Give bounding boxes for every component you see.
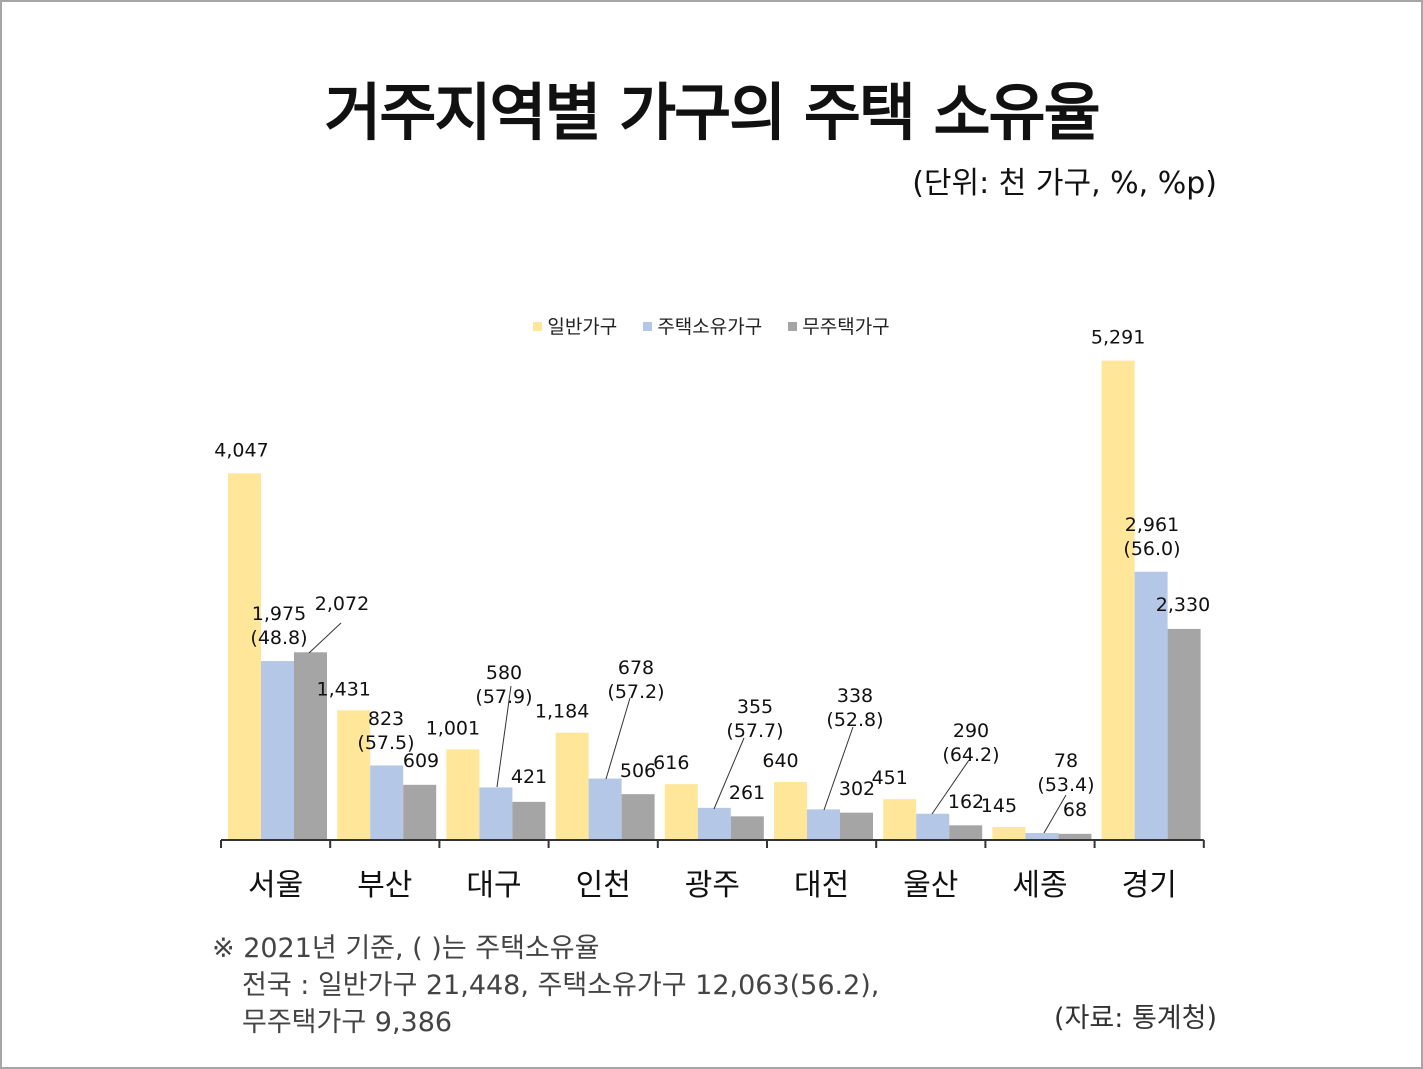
data-label-general-5: 640 [762, 750, 798, 772]
data-label-nonowner-6: 162 [948, 791, 984, 813]
data-label-nonowner-4: 261 [729, 782, 765, 804]
data-label-owner-rate-0: (48.8) [250, 627, 307, 649]
footnote-line-2: 전국 : 일반가구 21,448, 주택소유가구 12,063(56.2), [242, 970, 880, 1001]
leader-line-owner-5 [823, 726, 854, 811]
bar-owner-7 [1025, 832, 1059, 840]
legend-swatch-owner [643, 322, 653, 331]
bar-owner-5 [807, 809, 840, 840]
bar-owner-6 [916, 813, 950, 840]
bar-nonowner-6 [949, 825, 983, 840]
data-label-owner-3: 678 [618, 657, 654, 679]
footnote-line-3: 무주택가구 9,386 [242, 1007, 453, 1038]
bar-owner-4 [697, 807, 731, 840]
bar-nonowner-5 [840, 812, 873, 840]
data-label-owner-5: 338 [837, 685, 873, 707]
legend-item-owner: 주택소유가구 [643, 312, 762, 339]
x-tick-label-7: 세종 [1012, 868, 1067, 903]
data-label-owner-rate-5: (52.8) [826, 709, 883, 731]
legend-label-general: 일반가구 [547, 316, 618, 338]
data-label-owner-2: 580 [486, 662, 522, 684]
bar-owner-3 [588, 778, 622, 840]
data-label-owner-4: 355 [737, 696, 773, 718]
data-label-nonowner-3: 506 [620, 760, 656, 782]
bar-owner-0 [261, 661, 294, 840]
data-label-owner-rate-2: (57.9) [475, 686, 532, 708]
data-label-general-3: 1,184 [535, 701, 589, 723]
data-label-nonowner-2: 421 [511, 766, 547, 788]
data-label-owner-1: 823 [368, 708, 404, 730]
legend-label-owner: 주택소유가구 [657, 316, 763, 338]
footnote: ※ 2021년 기준, ( )는 주택소유율 전국 : 일반가구 21,448,… [212, 930, 879, 1041]
x-tick-label-5: 대전 [794, 868, 849, 903]
data-label-nonowner-0: 2,072 [315, 593, 369, 615]
bar-general-8 [1101, 360, 1135, 840]
x-tick-label-8: 경기 [1122, 868, 1177, 903]
data-label-owner-rate-7: (53.4) [1037, 774, 1094, 796]
data-label-owner-8: 2,961 [1125, 514, 1179, 536]
leader-line-owner-6 [931, 759, 970, 815]
bar-general-4 [664, 784, 698, 840]
data-label-owner-rate-4: (57.7) [726, 720, 783, 742]
legend-item-general: 일반가구 [533, 312, 617, 339]
x-tick-label-0: 서울 [248, 868, 303, 903]
chart-title: 거주지역별 가구의 주택 소유율 [324, 76, 1100, 149]
unit-label: (단위: 천 가구, %, %p) [912, 166, 1217, 201]
bar-owner-2 [479, 787, 513, 840]
bar-nonowner-8 [1167, 628, 1201, 840]
bar-nonowner-0 [294, 652, 327, 840]
bar-general-7 [992, 826, 1026, 840]
leader-line-owner-4 [713, 737, 745, 810]
x-tick-label-3: 인천 [576, 868, 631, 903]
data-label-owner-6: 290 [953, 720, 989, 742]
bar-general-6 [883, 799, 917, 840]
data-label-owner-rate-1: (57.5) [357, 732, 414, 754]
data-label-general-2: 1,001 [426, 717, 480, 739]
data-label-general-1: 1,431 [316, 678, 370, 700]
bar-general-0 [228, 473, 261, 840]
x-tick-label-2: 대구 [466, 868, 521, 903]
bar-general-5 [774, 782, 807, 840]
leader-line-owner-2 [496, 685, 512, 788]
data-label-owner-rate-6: (64.2) [942, 744, 999, 766]
x-tick-label-4: 광주 [685, 868, 740, 903]
bar-owner-1 [370, 765, 404, 840]
bar-general-1 [337, 710, 371, 840]
x-tick-label-1: 부산 [357, 868, 412, 903]
source-label: (자료: 통계청) [1054, 1003, 1217, 1034]
data-label-nonowner-8: 2,330 [1156, 594, 1210, 616]
data-label-general-6: 451 [872, 767, 908, 789]
data-label-general-4: 616 [653, 752, 689, 774]
data-label-owner-rate-3: (57.2) [607, 681, 664, 703]
bar-general-2 [446, 749, 480, 840]
bar-general-3 [555, 732, 589, 840]
data-label-nonowner-7: 68 [1063, 799, 1087, 821]
data-label-nonowner-1: 609 [403, 750, 439, 772]
leader-line-owner-3 [605, 697, 631, 780]
data-label-general-8: 5,291 [1091, 327, 1145, 349]
leader-line-nonowner-0 [308, 622, 342, 654]
data-label-owner-7: 78 [1054, 750, 1078, 772]
bar-nonowner-7 [1058, 833, 1092, 840]
legend-label-nonowner: 무주택가구 [802, 316, 890, 338]
bar-nonowner-2 [512, 801, 546, 840]
legend-item-nonowner: 무주택가구 [788, 312, 890, 339]
data-label-general-0: 4,047 [214, 439, 268, 461]
data-label-owner-0: 1,975 [252, 603, 306, 625]
bar-owner-8 [1134, 571, 1168, 840]
footnote-line-1: ※ 2021년 기준, ( )는 주택소유율 [212, 933, 600, 964]
bar-nonowner-4 [730, 816, 764, 840]
legend: 일반가구 주택소유가구 무주택가구 [0, 312, 1423, 339]
data-label-owner-rate-8: (56.0) [1123, 538, 1180, 560]
data-label-general-7: 145 [981, 795, 1017, 817]
bar-nonowner-1 [403, 784, 437, 840]
x-tick-label-6: 울산 [903, 868, 958, 903]
bar-nonowner-3 [621, 794, 655, 840]
leader-line-owner-7 [1043, 794, 1067, 834]
legend-swatch-general [533, 322, 543, 331]
legend-swatch-nonowner [788, 322, 798, 331]
data-label-nonowner-5: 302 [839, 778, 875, 800]
